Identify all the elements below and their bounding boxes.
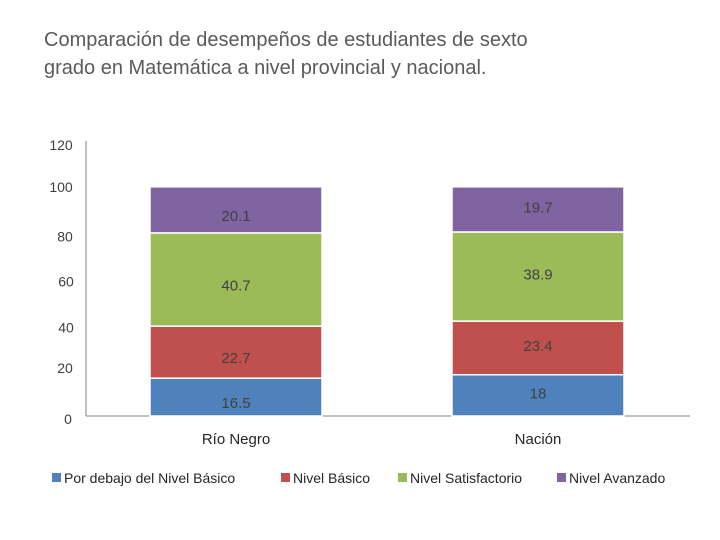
legend-label: Nivel Avanzado (569, 470, 665, 486)
legend-label: Por debajo del Nivel Básico (64, 470, 235, 486)
chart-title: Comparación de desempeños de estudiantes… (44, 29, 528, 79)
legend-swatch (52, 473, 61, 482)
y-tick-label: 80 (57, 229, 73, 245)
bar-segment (149, 325, 323, 379)
legend-label: Nivel Básico (293, 470, 370, 486)
data-label: 19.7 (523, 199, 552, 216)
legend-swatch (557, 473, 566, 482)
legend-item: Nivel Satisfactorio (398, 470, 522, 486)
category-label: Río Negro (202, 431, 270, 448)
data-label: 23.4 (523, 338, 552, 355)
data-label: 18 (530, 385, 547, 402)
bar-segment (149, 377, 323, 417)
y-tick-label: 100 (49, 179, 73, 195)
legend-label: Nivel Satisfactorio (410, 470, 522, 486)
legend-item: Por debajo del Nivel Básico (52, 470, 235, 486)
data-label: 16.5 (221, 395, 250, 412)
y-tick-label: 60 (58, 274, 74, 290)
bar-segment (451, 374, 625, 417)
data-label: 22.7 (221, 350, 250, 367)
bar-segment (451, 186, 625, 233)
data-label: 38.9 (523, 267, 552, 284)
legend-item: Nivel Básico (281, 470, 370, 486)
bar-segment (451, 231, 625, 322)
bar-segment (149, 232, 323, 327)
y-tick-label: 120 (49, 137, 73, 153)
y-tick-label: 0 (64, 411, 72, 427)
data-label: 20.1 (221, 208, 250, 225)
category-label: Nación (515, 431, 562, 448)
legend-item: Nivel Avanzado (557, 470, 665, 486)
data-label: 40.7 (221, 278, 250, 295)
legend-swatch (281, 473, 290, 482)
y-tick-label: 40 (58, 319, 74, 335)
legend-swatch (398, 473, 407, 482)
bar-segment (451, 320, 625, 376)
y-tick-label: 20 (57, 360, 73, 376)
bar-segment (149, 186, 323, 234)
